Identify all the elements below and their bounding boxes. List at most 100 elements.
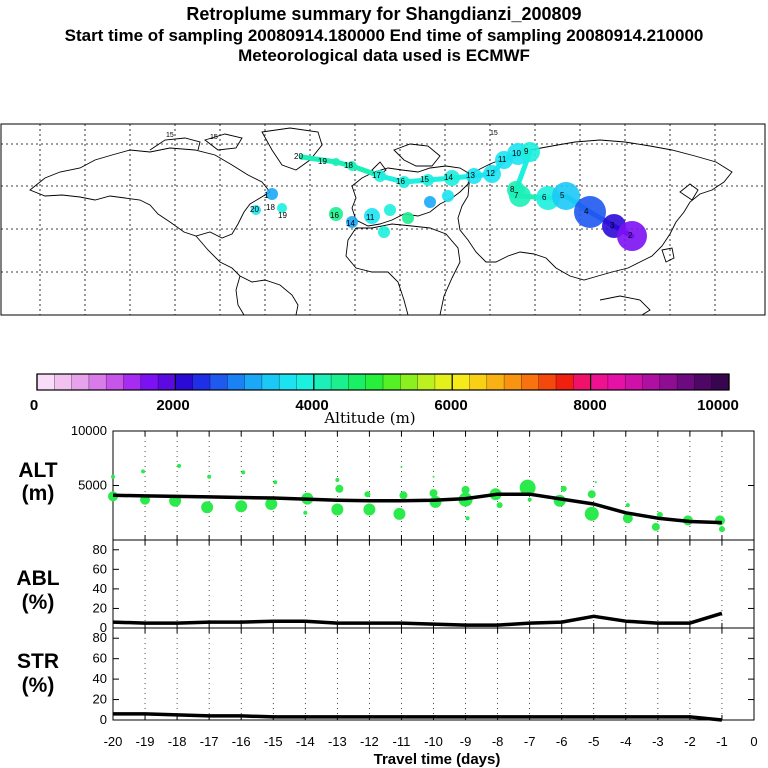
- altitude-colorbar: [36, 373, 730, 391]
- alt-cluster-point: [111, 474, 115, 479]
- colorbar-swatch: [244, 374, 263, 390]
- colorbar-ticks: 0 2000 4000 6000 8000 10000: [30, 397, 739, 414]
- alt-cluster-point: [622, 513, 633, 524]
- colorbar-swatch: [37, 374, 55, 390]
- abl-frame: [112, 539, 755, 629]
- chart-title: Retroplume summary for Shangdianzi_20080…: [186, 4, 582, 24]
- x-tick-label: -9: [460, 734, 472, 749]
- alt-cluster-point: [461, 485, 470, 494]
- plume-cluster: [520, 142, 540, 162]
- traj-label: 14: [444, 173, 453, 182]
- colorbar-swatch: [383, 374, 401, 390]
- alt-cluster-point: [496, 502, 503, 509]
- traj-label: 15: [490, 130, 498, 137]
- traj-label: 19: [278, 211, 287, 220]
- plume-cluster: [466, 168, 482, 184]
- alt-cluster-point: [363, 503, 376, 516]
- traj-label: 2: [628, 231, 633, 240]
- traj-label: 9: [524, 147, 529, 156]
- alt-cluster-point: [465, 516, 470, 521]
- str-panel-label: STR: [17, 650, 59, 673]
- traj-label: 15: [166, 132, 174, 139]
- colorbar-swatch: [556, 374, 574, 390]
- x-axis-ticks: -20 -19 -18 -17 -16 -15 -14 -13 -12 -11 -10 -9 -8 -7-…: [104, 734, 758, 749]
- colorbar-swatch: [365, 374, 384, 390]
- x-tick-label: -16: [232, 734, 251, 749]
- x-tick-label: -5: [588, 734, 600, 749]
- alt-cluster-point: [303, 510, 308, 515]
- colorbar-swatch: [469, 374, 488, 390]
- str-line: [113, 712, 723, 722]
- traj-label: 20: [294, 152, 303, 161]
- alt-cluster-point: [265, 498, 278, 511]
- alt-cluster-point: [177, 463, 182, 468]
- traj-label: 18: [344, 161, 353, 170]
- plume-cluster: [509, 185, 531, 207]
- alt-cluster-point: [273, 480, 278, 485]
- traj-label: 7: [514, 191, 519, 200]
- plume-cluster: [442, 190, 454, 202]
- alt-cluster-point: [527, 497, 532, 502]
- plume-track: [299, 154, 339, 165]
- str-ytick-label: 40: [93, 671, 107, 686]
- alt-panel-unit: (m): [22, 482, 55, 505]
- abl-ytick-label: 60: [93, 561, 107, 576]
- x-tick-label: 0: [750, 734, 757, 749]
- alt-cluster-point: [393, 507, 406, 520]
- traj-label: 19: [318, 157, 327, 166]
- colorbar-swatch: [158, 374, 176, 390]
- traj-label: 16: [330, 211, 339, 220]
- plume-cluster: [277, 203, 287, 213]
- colorbar-tick-8000: 8000: [573, 397, 606, 414]
- colorbar-swatch: [642, 374, 661, 390]
- colorbar-swatch: [452, 374, 470, 390]
- traj-label: 16: [396, 177, 405, 186]
- traj-label: 11: [366, 213, 375, 222]
- x-tick-label: -15: [264, 734, 283, 749]
- alt-panel: 5000 10000: [71, 423, 755, 541]
- abl-ytick-label: 80: [93, 542, 107, 557]
- str-ytick-label: 80: [93, 630, 107, 645]
- colorbar-swatch: [607, 374, 626, 390]
- x-tick-label: -20: [104, 734, 123, 749]
- alt-cluster-point: [235, 500, 248, 513]
- alt-cluster-point: [432, 475, 435, 478]
- alt-cluster-point: [429, 489, 438, 498]
- x-tick-label: -19: [136, 734, 155, 749]
- plume-cluster: [347, 161, 357, 171]
- alt-cluster-point: [625, 503, 630, 508]
- colorbar-swatch: [659, 374, 678, 390]
- colorbar-swatch: [711, 374, 730, 390]
- str-ytick-label: 20: [93, 692, 107, 707]
- alt-ytick-label: 5000: [78, 478, 107, 493]
- abl-panel: 0 20 40 60 80: [93, 539, 755, 635]
- colorbar-swatch: [400, 374, 419, 390]
- alt-cluster-point: [594, 481, 597, 484]
- colorbar-swatch: [192, 374, 211, 390]
- x-tick-label: -11: [393, 734, 411, 749]
- alt-cluster-point: [718, 526, 725, 533]
- plume-cluster: [483, 165, 501, 183]
- colorbar-swatch: [417, 374, 436, 390]
- colorbar-swatch: [573, 374, 592, 390]
- x-tick-label: -17: [200, 734, 219, 749]
- traj-label: 14: [346, 219, 355, 228]
- colorbar-tick-2000: 2000: [156, 397, 189, 414]
- colorbar-swatch: [590, 374, 609, 390]
- colorbar-swatch: [625, 374, 643, 390]
- plume-cluster: [422, 174, 434, 186]
- colorbar-swatch: [106, 374, 124, 390]
- traj-label: 6: [542, 193, 547, 202]
- plume-cluster: [332, 158, 340, 166]
- colorbar-swatch: [54, 374, 73, 390]
- traj-label: 15: [210, 134, 218, 141]
- alt-cluster-point: [560, 485, 567, 492]
- met-data-note: Meteorological data used is ECMWF: [238, 46, 530, 65]
- x-tick-label: -12: [360, 734, 379, 749]
- plume-cluster: [346, 216, 358, 228]
- x-tick-label: -1: [716, 734, 728, 749]
- colorbar-swatch: [677, 374, 695, 390]
- x-tick-label: -14: [296, 734, 315, 749]
- traj-label: 4: [584, 207, 589, 216]
